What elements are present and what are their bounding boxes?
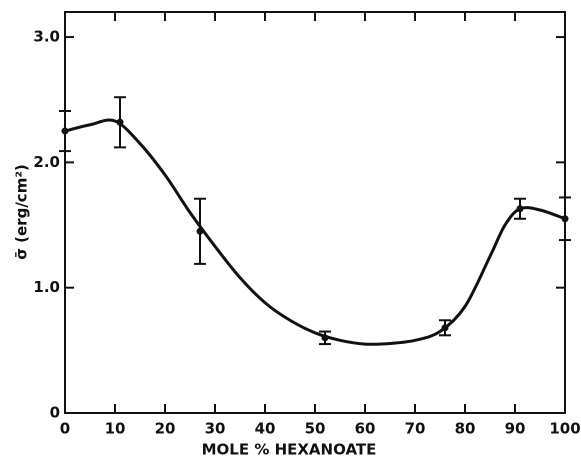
data-point xyxy=(516,205,524,213)
fit-curve xyxy=(64,118,566,346)
x-tick-label: 70 xyxy=(405,420,426,438)
y-tick-label: 2.0 xyxy=(33,153,60,171)
data-point xyxy=(321,334,329,342)
x-tick-label: 80 xyxy=(455,420,476,438)
x-tick-label: 0 xyxy=(60,420,70,438)
x-tick-label: 90 xyxy=(505,420,526,438)
data-point xyxy=(61,127,69,135)
x-tick-label: 20 xyxy=(155,420,176,438)
x-tick-label: 30 xyxy=(205,420,226,438)
plot-frame xyxy=(64,11,566,414)
data-point xyxy=(561,215,569,223)
y-tick-label: 3.0 xyxy=(33,28,60,46)
x-tick-label: 60 xyxy=(355,420,376,438)
data-point xyxy=(441,324,449,332)
x-axis-label: MOLE % HEXANOATE xyxy=(202,441,377,459)
x-tick-label: 50 xyxy=(305,420,326,438)
y-tick-label: 1.0 xyxy=(33,278,60,296)
x-tick-label: 100 xyxy=(549,420,580,438)
data-point xyxy=(196,227,204,235)
y-tick-label: 0 xyxy=(50,404,60,422)
y-axis-label: σ̄ (erg/cm²) xyxy=(13,164,31,260)
data-point xyxy=(116,118,124,126)
x-tick-label: 10 xyxy=(105,420,126,438)
x-tick-label: 40 xyxy=(255,420,276,438)
